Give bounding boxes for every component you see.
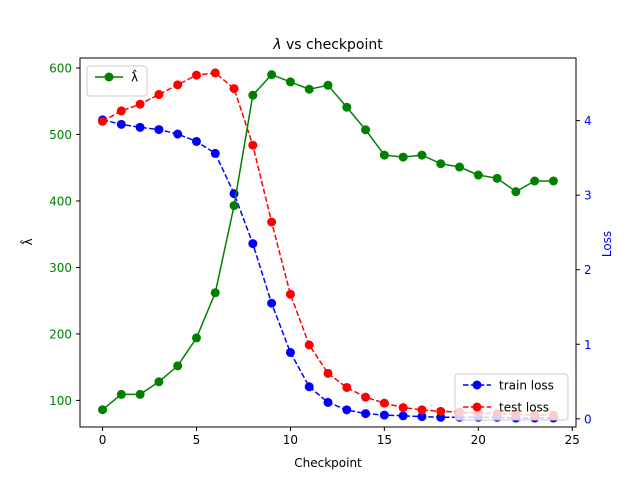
legend-lower-right: train loss test loss — [454, 373, 569, 421]
data-point-test-loss — [398, 403, 408, 413]
data-point-test-loss — [191, 70, 201, 80]
legend-upper-left: λ̂ — [86, 65, 148, 97]
data-point-test-loss — [116, 106, 126, 116]
data-point-lambda-hat — [417, 150, 427, 160]
data-point-train-loss — [417, 412, 427, 422]
legend-entry-label: λ̂ — [131, 68, 138, 84]
data-point-lambda-hat — [229, 201, 239, 211]
data-point-train-loss — [323, 397, 333, 407]
left-y-tick-label: 300 — [49, 261, 72, 275]
chart-title: λ vs checkpoint — [272, 37, 383, 53]
left-y-tick-label: 600 — [49, 61, 72, 75]
x-tick-label: 5 — [193, 433, 201, 447]
data-point-test-loss — [436, 406, 446, 416]
legend-swatch-marker — [472, 402, 482, 412]
data-point-lambda-hat — [304, 84, 314, 94]
data-point-test-loss — [229, 84, 239, 94]
data-point-train-loss — [248, 239, 258, 249]
data-point-train-loss — [398, 411, 408, 421]
data-point-test-loss — [379, 398, 389, 408]
data-point-lambda-hat — [191, 333, 201, 343]
legend-entry-label: test loss — [499, 401, 549, 415]
chart-title-symbol: λ — [272, 37, 281, 53]
plot-area-frame — [79, 57, 577, 428]
data-point-train-loss — [379, 410, 389, 420]
data-point-train-loss — [285, 347, 295, 357]
data-point-lambda-hat — [285, 77, 295, 87]
series-lambda-hat — [98, 70, 558, 415]
data-point-lambda-hat — [455, 162, 465, 172]
data-point-train-loss — [361, 409, 371, 419]
data-point-train-loss — [135, 122, 145, 132]
data-point-lambda-hat — [248, 90, 258, 100]
legend-upper-left-box — [86, 65, 148, 97]
data-point-lambda-hat — [154, 377, 164, 387]
x-tick-label: 25 — [565, 433, 580, 447]
data-point-lambda-hat — [210, 288, 220, 298]
data-point-train-loss — [267, 298, 277, 308]
right-y-tick-label: 4 — [584, 114, 592, 128]
data-point-train-loss — [173, 129, 183, 139]
data-point-train-loss — [191, 136, 201, 146]
data-point-test-loss — [361, 392, 371, 402]
data-point-train-loss — [116, 119, 126, 129]
data-point-test-loss — [267, 217, 277, 227]
data-point-test-loss — [304, 340, 314, 350]
data-point-test-loss — [173, 80, 183, 90]
left-y-tick-label: 400 — [49, 194, 72, 208]
data-point-lambda-hat — [342, 102, 352, 112]
right-y-axis-label: Loss — [600, 231, 614, 257]
right-y-tick-label: 1 — [584, 338, 592, 352]
data-point-test-loss — [210, 68, 220, 78]
right-y-tick-label: 3 — [584, 189, 592, 203]
data-point-test-loss — [342, 382, 352, 392]
chart-title-rest: vs checkpoint — [282, 37, 384, 53]
data-point-lambda-hat — [98, 405, 108, 415]
data-point-lambda-hat — [511, 187, 521, 197]
data-point-lambda-hat — [361, 125, 371, 135]
data-point-train-loss — [304, 382, 314, 392]
left-y-tick-label: 100 — [49, 394, 72, 408]
data-point-train-loss — [342, 405, 352, 415]
x-tick-label: 15 — [377, 433, 392, 447]
data-point-train-loss — [210, 148, 220, 158]
data-point-test-loss — [154, 90, 164, 100]
data-point-test-loss — [323, 368, 333, 378]
legend-swatch-marker — [104, 72, 114, 82]
data-point-train-loss — [154, 125, 164, 135]
x-axis-label: Checkpoint — [294, 456, 362, 470]
left-y-axis-label: λ̂ — [19, 238, 35, 245]
x-tick-label: 0 — [99, 433, 107, 447]
data-point-lambda-hat — [492, 173, 502, 183]
data-point-lambda-hat — [116, 389, 126, 399]
data-point-test-loss — [285, 289, 295, 299]
data-point-lambda-hat — [323, 80, 333, 90]
data-point-test-loss — [248, 140, 258, 150]
x-tick-label: 10 — [283, 433, 298, 447]
right-y-tick-label: 0 — [584, 412, 592, 426]
data-point-lambda-hat — [473, 170, 483, 180]
data-point-lambda-hat — [173, 361, 183, 371]
legend-swatch-marker — [472, 380, 482, 390]
data-point-test-loss — [98, 116, 108, 126]
data-point-lambda-hat — [267, 70, 277, 80]
legend-entry-label: train loss — [499, 379, 554, 393]
data-point-lambda-hat — [436, 159, 446, 169]
data-point-lambda-hat — [379, 150, 389, 160]
data-point-lambda-hat — [548, 176, 558, 186]
data-point-test-loss — [417, 405, 427, 415]
data-point-lambda-hat — [530, 176, 540, 186]
left-y-tick-label: 200 — [49, 327, 72, 341]
right-y-tick-label: 2 — [584, 263, 592, 277]
left-y-tick-label: 500 — [49, 128, 72, 142]
data-point-lambda-hat — [398, 152, 408, 162]
data-point-test-loss — [135, 99, 145, 109]
x-tick-label: 20 — [471, 433, 486, 447]
data-point-lambda-hat — [135, 389, 145, 399]
